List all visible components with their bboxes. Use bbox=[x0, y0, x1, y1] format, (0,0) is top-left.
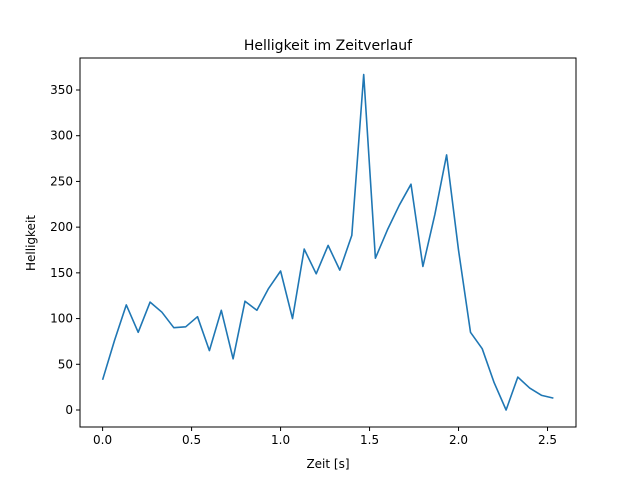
y-tick-label: 350 bbox=[50, 83, 73, 97]
y-tick-label: 200 bbox=[50, 220, 73, 234]
y-tick-label: 150 bbox=[50, 266, 73, 280]
chart-title: Helligkeit im Zeitverlauf bbox=[244, 38, 413, 54]
x-tick-label: 2.5 bbox=[538, 433, 557, 447]
y-tick-label: 0 bbox=[65, 403, 73, 417]
x-axis-label: Zeit [s] bbox=[306, 457, 349, 471]
x-tick-label: 1.0 bbox=[271, 433, 290, 447]
y-tick-label: 100 bbox=[50, 312, 73, 326]
y-axis-label: Helligkeit bbox=[24, 215, 38, 271]
x-tick-label: 0.5 bbox=[182, 433, 201, 447]
series-line-helligkeit bbox=[101, 73, 554, 411]
y-tick-label: 250 bbox=[50, 174, 73, 188]
plot-area-frame bbox=[79, 57, 577, 428]
y-tick-label: 50 bbox=[58, 357, 73, 371]
y-tick-label: 300 bbox=[50, 129, 73, 143]
x-tick-label: 1.5 bbox=[360, 433, 379, 447]
x-tick-label: 0.0 bbox=[93, 433, 112, 447]
x-tick-label: 2.0 bbox=[449, 433, 468, 447]
